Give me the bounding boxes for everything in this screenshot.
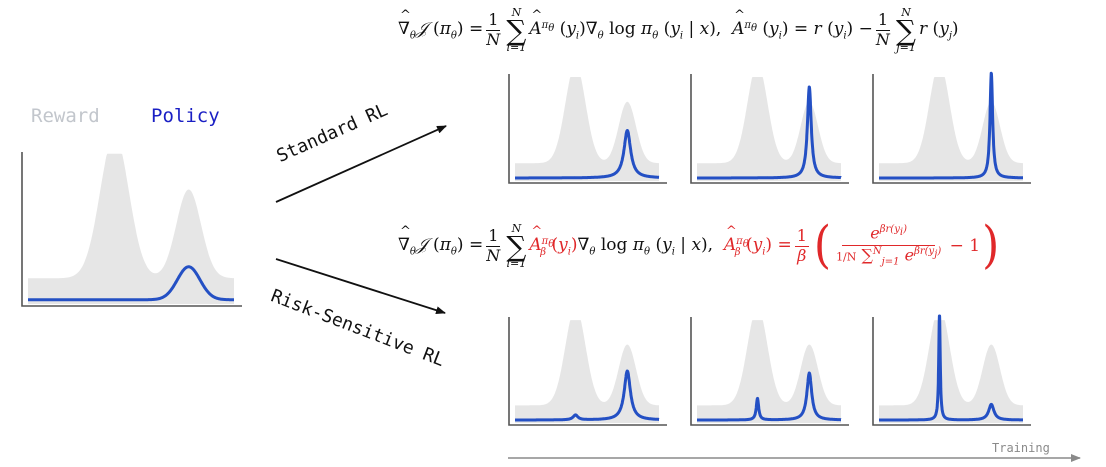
standard-rl-plot-3: [872, 71, 1031, 184]
initial-distribution-plot: [21, 152, 242, 307]
plot-axes: [690, 317, 849, 426]
plot-axes: [21, 152, 242, 307]
summation-i-rs: N ∑ i=1: [506, 222, 527, 271]
reward-distribution-area: [28, 153, 234, 304]
legend-reward-label: Reward: [31, 105, 100, 127]
standard-rl-formula: ∇θ𝒥 (πθ) = 1N N∑i=1 Aπθ (yi) ∇θ log πθ (…: [398, 6, 959, 55]
standard-rl-plot-2: [690, 74, 849, 184]
reward-distribution-area: [879, 320, 1023, 423]
policy-distribution-curve: [26, 265, 236, 302]
summation-i: N ∑ i=1: [506, 6, 527, 55]
gradient-lhs: ∇θ𝒥 (πθ) =: [398, 8, 483, 41]
plot-axes: [690, 74, 849, 184]
summation-j: N ∑ j=1: [896, 6, 917, 55]
policy-distribution-curve: [877, 71, 1025, 180]
plot-axes: [872, 317, 1031, 426]
policy-distribution-curve: [513, 369, 661, 422]
risk-advantage-term: Aπθβ (yi): [529, 224, 577, 257]
risk-sensitive-plot-1: [508, 317, 667, 426]
training-axis-label: Training: [992, 441, 1050, 455]
risk-sensitive-rl-arrow: [275, 258, 446, 315]
grad-log-term-rs: ∇θ log πθ (yi | x),: [577, 235, 724, 258]
advantage-definition: Aπθ (yi) = r (yi) −: [732, 8, 873, 41]
plot-axes: [872, 74, 1031, 184]
advantage-term: Aπθ (yi): [529, 8, 585, 41]
risk-sensitive-plot-2: [690, 317, 849, 426]
policy-distribution-curve: [877, 314, 1025, 422]
policy-distribution-curve: [695, 371, 843, 422]
plot-axes: [508, 74, 667, 184]
risk-sensitive-plot-3: [872, 314, 1031, 426]
gradient-lhs-rs: ∇θ𝒥 (πθ) =: [398, 224, 483, 257]
risk-advantage-definition: Aπθβ (yi) = 1β ( eβr(yi)1/N ∑Nj=1 eβr(yj…: [724, 221, 1001, 272]
standard-rl-plot-1: [508, 74, 667, 184]
plot-axes: [508, 317, 667, 426]
grad-log-term: ∇θ log πθ (yi | x),: [585, 19, 733, 42]
standard-rl-arrow: [275, 125, 447, 203]
legend-policy-label: Policy: [151, 105, 220, 127]
risk-sensitive-formula: ∇θ𝒥 (πθ) = 1N N∑i=1 Aπθβ (yi) ∇θ log πθ …: [398, 221, 1001, 272]
policy-distribution-curve: [513, 129, 661, 180]
reward-yj: r (yj): [919, 19, 959, 42]
policy-distribution-curve: [695, 85, 843, 180]
